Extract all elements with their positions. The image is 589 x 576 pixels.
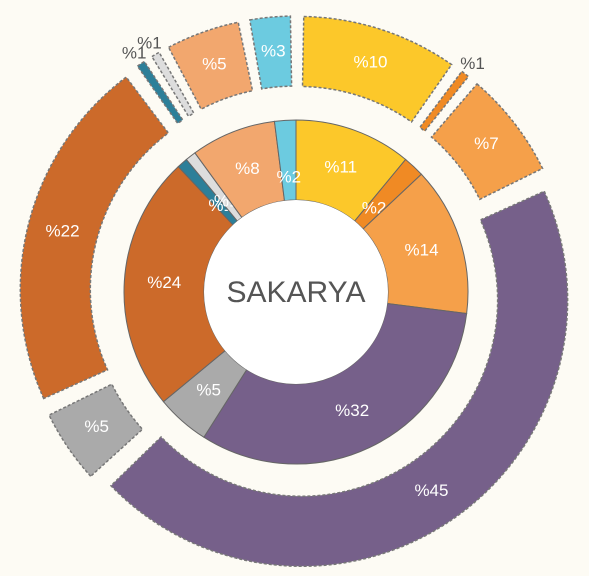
donut-slice [136, 60, 184, 125]
slice-label: %5 [196, 380, 221, 399]
slice-label: %1 [122, 43, 147, 62]
donut-slice [418, 70, 470, 133]
donut-slice [150, 51, 195, 118]
donut-slice [48, 383, 144, 478]
slice-label: %5 [84, 417, 109, 436]
donut-slice [248, 15, 293, 90]
slice-label: %24 [147, 273, 181, 292]
slice-label: %1 [460, 54, 485, 73]
donut-slice [430, 82, 544, 201]
slice-label: %7 [474, 134, 499, 153]
slice-label: %10 [353, 52, 387, 71]
slice-label: %3 [261, 42, 286, 61]
slice-label: %2 [277, 168, 302, 187]
slice-label: %45 [414, 481, 448, 500]
chart-title: SAKARYA [227, 276, 366, 309]
donut-slice [19, 76, 170, 400]
slice-label: %5 [202, 55, 227, 74]
slice-label: %22 [46, 222, 80, 241]
slice-label: %11 [324, 157, 357, 176]
donut-slice [109, 190, 569, 567]
slice-label: %1 [137, 34, 162, 53]
slice-label: %32 [335, 401, 369, 420]
donut-slice [167, 21, 254, 111]
donut-hole [204, 200, 388, 384]
donut-slice [301, 15, 453, 123]
slice-label: %14 [405, 241, 439, 260]
slice-label: %8 [235, 159, 260, 178]
